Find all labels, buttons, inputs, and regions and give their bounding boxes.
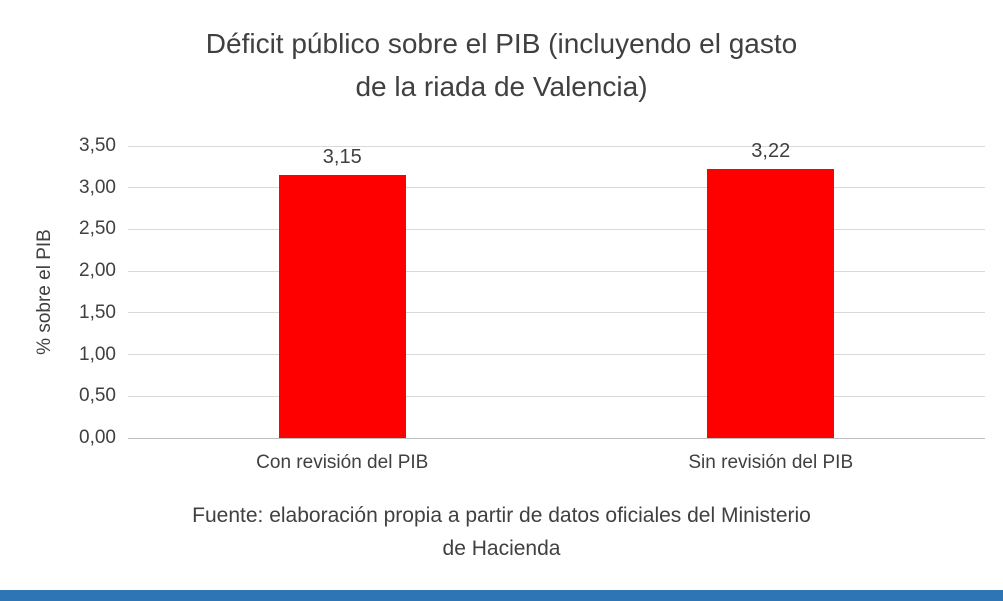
y-axis-tick-label: 3,50 [79,135,116,156]
x-axis-category-label: Sin revisión del PIB [688,452,854,473]
y-axis-title: % sobre el PIB [30,146,60,438]
gridline [128,437,985,439]
bar-2[interactable] [707,169,835,438]
gridline [128,395,985,397]
gridline [128,312,985,314]
plot-area: 0,00 0,50 1,00 1,50 2,00 2,50 3,00 3,50 3,15 Con … [79,135,985,473]
y-axis-tick-label: 0,50 [79,385,116,407]
chart-title: Déficit público sobre el PIB (incluyendo… [0,22,1003,109]
chart-title-line1: Déficit público sobre el PIB (incluyendo… [205,28,798,59]
bar-value-label: 3,15 [322,146,362,169]
y-axis-tick-label: 1,50 [79,301,116,323]
x-axis-category-label: Con revisión del PIB [256,452,429,473]
y-axis-tick-label: 0,00 [79,427,116,448]
bar-1[interactable] [278,175,406,438]
y-axis-tick-label: 1,00 [79,343,116,365]
gridline [128,228,985,230]
y-axis-tick-label: 2,00 [79,260,116,282]
source-caption-line1: Fuente: elaboración propia a partir de d… [192,504,811,527]
y-axis-tick-label: 3,00 [79,176,116,198]
gridline [128,270,985,272]
source-caption: Fuente: elaboración propia a partir de d… [0,500,1003,565]
gridline [128,187,985,189]
y-axis-tick-label: 2,50 [79,218,116,240]
bar-value-label: 3,22 [751,140,791,163]
y-axis-title-text: % sobre el PIB [34,229,56,355]
gridline [128,145,985,147]
chart-title-line2: de la riada de Valencia) [355,71,648,103]
gridline [128,354,985,356]
source-caption-line2: de Hacienda [442,536,561,560]
bottom-accent-strip [0,590,1003,601]
